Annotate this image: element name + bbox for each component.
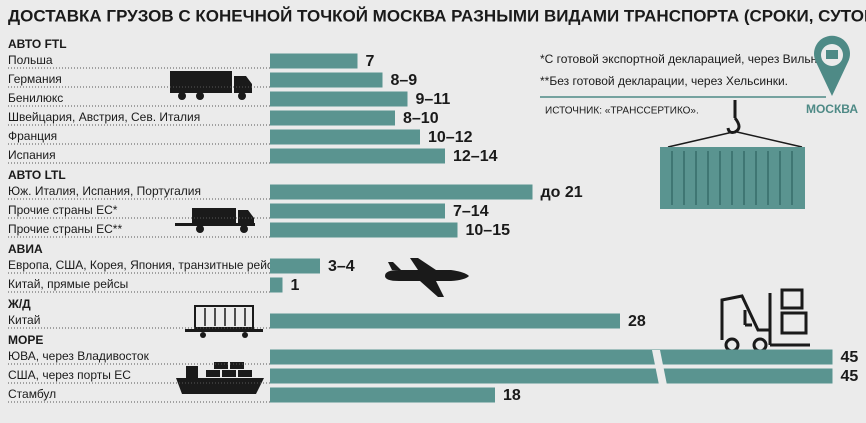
category-label: США, через порты ЕС <box>8 368 131 382</box>
category-label: Прочие страны ЕС* <box>8 203 118 217</box>
group-label: АВТО FTL <box>8 37 67 51</box>
value-label: 12–14 <box>453 148 498 165</box>
value-label: 45 <box>841 368 859 385</box>
bar <box>270 368 833 384</box>
category-label: Польша <box>8 53 53 67</box>
small-truck-icon <box>175 208 255 233</box>
bar <box>270 53 358 69</box>
value-label: 7–14 <box>453 203 489 220</box>
bar <box>270 387 495 403</box>
chart-title: ДОСТАВКА ГРУЗОВ С КОНЕЧНОЙ ТОЧКОЙ МОСКВА… <box>8 6 866 25</box>
category-label: Прочие страны ЕС** <box>8 222 122 236</box>
bars: АВТО FTL Польша 7 Германия 8–9 Бенилюкс 9–11 Шв… <box>7 37 858 404</box>
category-label: Европа, США, Корея, Япония, транзитные р… <box>8 258 282 272</box>
note: *С готовой экспортной декларацией, через… <box>540 52 836 66</box>
ship-icon <box>176 362 264 394</box>
scale-break <box>652 350 668 390</box>
category-label: Франция <box>8 129 57 143</box>
category-label: Испания <box>8 148 56 162</box>
value-label: 8–9 <box>391 72 418 89</box>
value-label: до 21 <box>541 184 583 201</box>
note: **Без готовой декларации, через Хельсинк… <box>540 74 788 88</box>
bar <box>270 148 445 164</box>
category-label: Германия <box>8 72 62 86</box>
group-label: МОРЕ <box>8 333 43 347</box>
group-label: АВИА <box>8 242 43 256</box>
map-pin <box>814 35 850 96</box>
value-label: 8–10 <box>403 110 439 127</box>
value-label: 1 <box>291 277 300 294</box>
category-label: Бенилюкс <box>8 91 63 105</box>
forklift-icon <box>720 288 810 353</box>
bar <box>270 313 620 329</box>
category-label: Стамбул <box>8 387 56 401</box>
category-label: Китай, прямые рейсы <box>8 277 128 291</box>
group-label: АВТО LTL <box>8 168 66 182</box>
bar <box>270 184 533 200</box>
value-label: 28 <box>628 313 646 330</box>
city-label: МОСКВА <box>806 102 858 116</box>
bar <box>270 258 320 274</box>
bar <box>270 129 420 145</box>
value-label: 10–15 <box>466 222 511 239</box>
value-label: 18 <box>503 387 521 404</box>
bar <box>270 72 383 88</box>
category-label: ЮВА, через Владивосток <box>8 349 150 363</box>
value-label: 9–11 <box>416 91 451 108</box>
crane-icon <box>660 100 805 209</box>
bar <box>270 203 445 219</box>
value-label: 45 <box>841 349 859 366</box>
category-label: Швейцария, Австрия, Сев. Италия <box>8 110 200 124</box>
bar <box>270 91 408 107</box>
value-label: 7 <box>366 53 375 70</box>
source: ИСТОЧНИК: «ТРАНССЕРТИКО». <box>545 106 699 117</box>
bar <box>270 349 833 365</box>
value-label: 3–4 <box>328 258 355 275</box>
plane-icon <box>385 258 469 297</box>
category-label: Юж. Италия, Испания, Португалия <box>8 184 201 198</box>
bar <box>270 277 283 293</box>
bar <box>270 110 395 126</box>
group-label: Ж/Д <box>7 297 31 311</box>
bar <box>270 222 458 238</box>
value-label: 10–12 <box>428 129 473 146</box>
category-label: Китай <box>8 313 40 327</box>
